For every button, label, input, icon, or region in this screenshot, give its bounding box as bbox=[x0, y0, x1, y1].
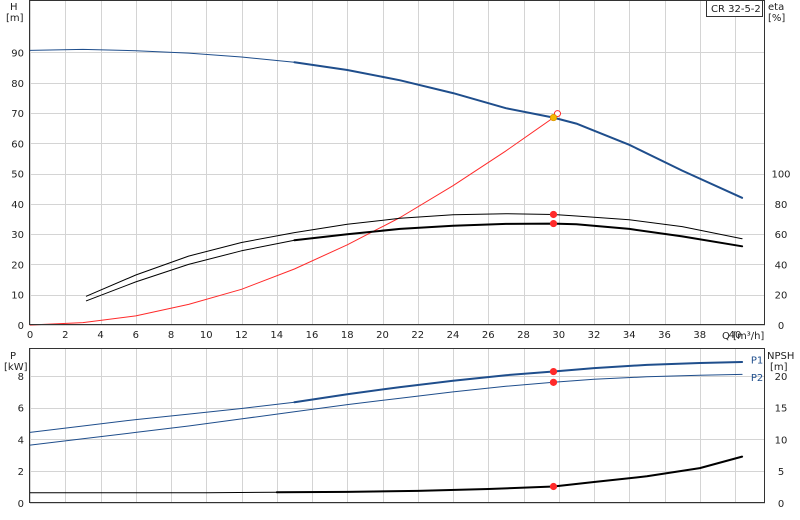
series-line-1-2 bbox=[29, 373, 743, 446]
x-axis-label: Q [m³/h] bbox=[722, 331, 764, 342]
bottom-left-axis-title: P [kW] bbox=[4, 351, 28, 373]
y-left-tick-label: 80 bbox=[11, 79, 24, 90]
x-tick-label: 36 bbox=[658, 330, 671, 341]
series-line-0-4 bbox=[85, 239, 295, 302]
eta-axis-unit: [%] bbox=[768, 13, 785, 24]
x-tick-label: 16 bbox=[306, 330, 319, 341]
y-left-tick-label: 20 bbox=[11, 260, 24, 271]
series-label-p1: P1 bbox=[751, 355, 763, 366]
duty-point-marker bbox=[549, 210, 558, 219]
npsh-axis-unit: [m] bbox=[770, 362, 788, 373]
duty-point-marker bbox=[549, 367, 558, 376]
duty-point-marker bbox=[549, 482, 558, 491]
x-tick-label: 28 bbox=[517, 330, 530, 341]
x-tick-label: 8 bbox=[168, 330, 174, 341]
y-right-tick-label: 0 bbox=[778, 321, 784, 332]
head-axis-unit: [m] bbox=[6, 13, 24, 24]
x-tick-label: 6 bbox=[133, 330, 139, 341]
y-left-tick-label: 6 bbox=[18, 404, 24, 415]
y-left-tick-label: 8 bbox=[18, 372, 24, 383]
bottom-panel-frame bbox=[29, 348, 765, 503]
y-right-tick-label: 5 bbox=[778, 467, 784, 478]
eta-axis-name: eta bbox=[768, 2, 784, 13]
series-layer bbox=[29, 48, 744, 494]
y-right-tick-label: 15 bbox=[775, 404, 788, 415]
x-tick-label: 20 bbox=[376, 330, 389, 341]
series-line-0-1 bbox=[293, 61, 744, 199]
y-right-tick-label: 100 bbox=[771, 170, 790, 181]
legend-box-border bbox=[706, 0, 763, 17]
top-right-axis-title: eta [%] bbox=[768, 2, 785, 24]
y-left-tick-label: 40 bbox=[11, 200, 24, 211]
y-right-tick-label: 80 bbox=[775, 200, 788, 211]
y-right-tick-label: 60 bbox=[775, 230, 788, 241]
x-tick-label: 0 bbox=[27, 330, 33, 341]
duty-point-marker bbox=[549, 113, 558, 122]
series-label-layer: P1 P2 bbox=[751, 355, 763, 383]
power-axis-unit: [kW] bbox=[4, 362, 28, 373]
legend-box: CR 32-5-2 bbox=[706, 0, 763, 17]
bottom-right-axis-title: NPSH [m] bbox=[767, 351, 794, 373]
x-tick-label: 40 bbox=[729, 330, 742, 341]
y-right-tick-label: 20 bbox=[775, 372, 788, 383]
series-label-p2: P2 bbox=[751, 373, 763, 384]
top-panel-frame bbox=[29, 0, 765, 325]
x-tick-label: 12 bbox=[235, 330, 248, 341]
x-tick-label: 18 bbox=[341, 330, 354, 341]
npsh-axis-name: NPSH bbox=[767, 351, 794, 362]
x-tick-label: 4 bbox=[97, 330, 103, 341]
x-tick-label: 38 bbox=[693, 330, 706, 341]
pump-model-label: CR 32-5-2 bbox=[711, 4, 761, 15]
y-left-tick-label: 0 bbox=[18, 321, 24, 332]
top-panel-grid bbox=[30, 1, 765, 326]
x-tick-label: 22 bbox=[411, 330, 424, 341]
series-line-1-4 bbox=[275, 455, 744, 494]
x-tick-label: 2 bbox=[62, 330, 68, 341]
y-right-tick-label: 20 bbox=[775, 291, 788, 302]
duty-point-marker bbox=[549, 378, 558, 386]
series-line-0-2 bbox=[29, 117, 554, 326]
power-axis-name: P bbox=[10, 351, 16, 362]
marker-layer bbox=[549, 110, 561, 491]
top-left-axis-title: H [m] bbox=[6, 2, 24, 24]
y-left-tick-label: 4 bbox=[18, 435, 24, 446]
y-left-tick-label: 2 bbox=[18, 467, 24, 478]
x-tick-label: 24 bbox=[447, 330, 460, 341]
y-left-tick-label: 30 bbox=[11, 230, 24, 241]
series-line-1-1 bbox=[293, 361, 744, 404]
x-tick-label: 10 bbox=[200, 330, 213, 341]
bottom-panel-grid bbox=[30, 349, 765, 504]
x-tick-label: 14 bbox=[270, 330, 283, 341]
y-left-tick-label: 50 bbox=[11, 170, 24, 181]
x-tick-label: 30 bbox=[552, 330, 565, 341]
duty-point-marker bbox=[549, 219, 558, 228]
x-tick-label: 32 bbox=[588, 330, 601, 341]
y-right-tick-label: 40 bbox=[775, 260, 788, 271]
series-line-0-0 bbox=[29, 48, 295, 63]
y-right-tick-label: 0 bbox=[778, 499, 784, 510]
tick-label-layer: 0 2 4 6 8 10 12 14 16 18 20 22 24 26 28 30 32 34 36 38 40010… bbox=[11, 48, 790, 510]
y-left-tick-label: 10 bbox=[11, 291, 24, 302]
series-line-1-0 bbox=[29, 401, 295, 433]
head-axis-name: H bbox=[10, 2, 18, 13]
x-tick-label: 34 bbox=[623, 330, 636, 341]
y-left-tick-label: 0 bbox=[18, 499, 24, 510]
y-left-tick-label: 60 bbox=[11, 139, 24, 150]
y-right-tick-label: 10 bbox=[775, 435, 788, 446]
y-left-tick-label: 70 bbox=[11, 109, 24, 120]
series-line-0-5 bbox=[293, 222, 744, 248]
series-line-1-3 bbox=[29, 491, 278, 494]
series-line-0-3 bbox=[85, 213, 743, 297]
y-left-tick-label: 90 bbox=[11, 48, 24, 59]
x-tick-label: 26 bbox=[482, 330, 495, 341]
